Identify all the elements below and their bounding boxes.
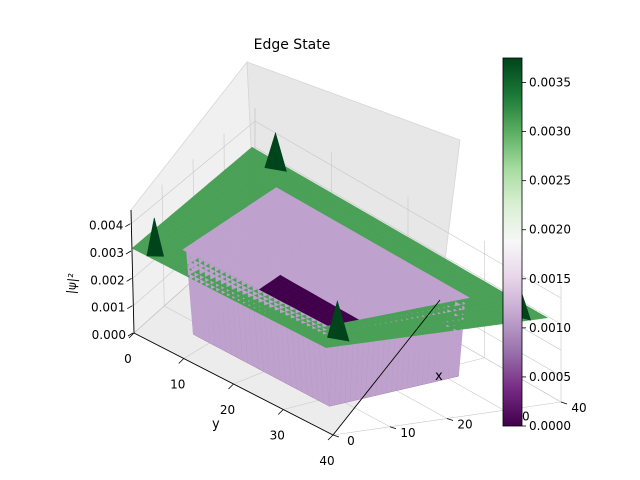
colorbar-tick-label: 0.0025	[529, 174, 571, 188]
colorbar-tick-label: 0.0010	[529, 321, 571, 335]
x-tick-label: 40	[571, 401, 586, 415]
x-tick-label: 0	[347, 434, 355, 448]
x-tick-label: 20	[457, 418, 472, 432]
x-tick-label: 10	[400, 426, 415, 440]
colorbar: 0.0000 0.0005 0.0010 0.0015 0.0020 0.0025 0.00…	[502, 57, 571, 433]
colorbar-ticks: 0.0000 0.0005 0.0010 0.0015 0.0020 0.0025 0.00…	[522, 76, 571, 433]
y-tick-label: 40	[319, 454, 334, 468]
colorbar-tick-label: 0.0015	[529, 272, 571, 286]
colorbar-tick-label: 0.0035	[529, 76, 571, 90]
colorbar-gradient	[502, 57, 523, 427]
colorbar-tick-label: 0.0020	[529, 223, 571, 237]
y-tick-label: 10	[170, 378, 185, 392]
z-tick-label: 0.003	[90, 246, 124, 260]
z-tick-label: 0.001	[91, 301, 125, 315]
colorbar-tick-label: 0.0030	[529, 125, 571, 139]
y-ticks: 0 10 20 30 40	[124, 332, 335, 468]
z-tick-label: 0.000	[92, 328, 126, 342]
y-tick-label: 20	[220, 403, 235, 417]
y-tick-label: 0	[124, 352, 132, 366]
colorbar-tick-label: 0.0000	[529, 419, 571, 433]
chart-title: Edge State	[254, 37, 331, 53]
z-tick-label: 0.002	[90, 273, 124, 287]
z-ticks: 0.000 0.001 0.002 0.003 0.004	[89, 219, 134, 342]
colorbar-tick-label: 0.0005	[529, 370, 571, 384]
x-axis-label: x	[435, 369, 443, 384]
y-tick-label: 30	[270, 429, 285, 443]
z-axis-label: |ψ|²	[64, 272, 80, 294]
y-axis-label: y	[212, 417, 220, 432]
z-tick-label: 0.004	[89, 219, 123, 233]
